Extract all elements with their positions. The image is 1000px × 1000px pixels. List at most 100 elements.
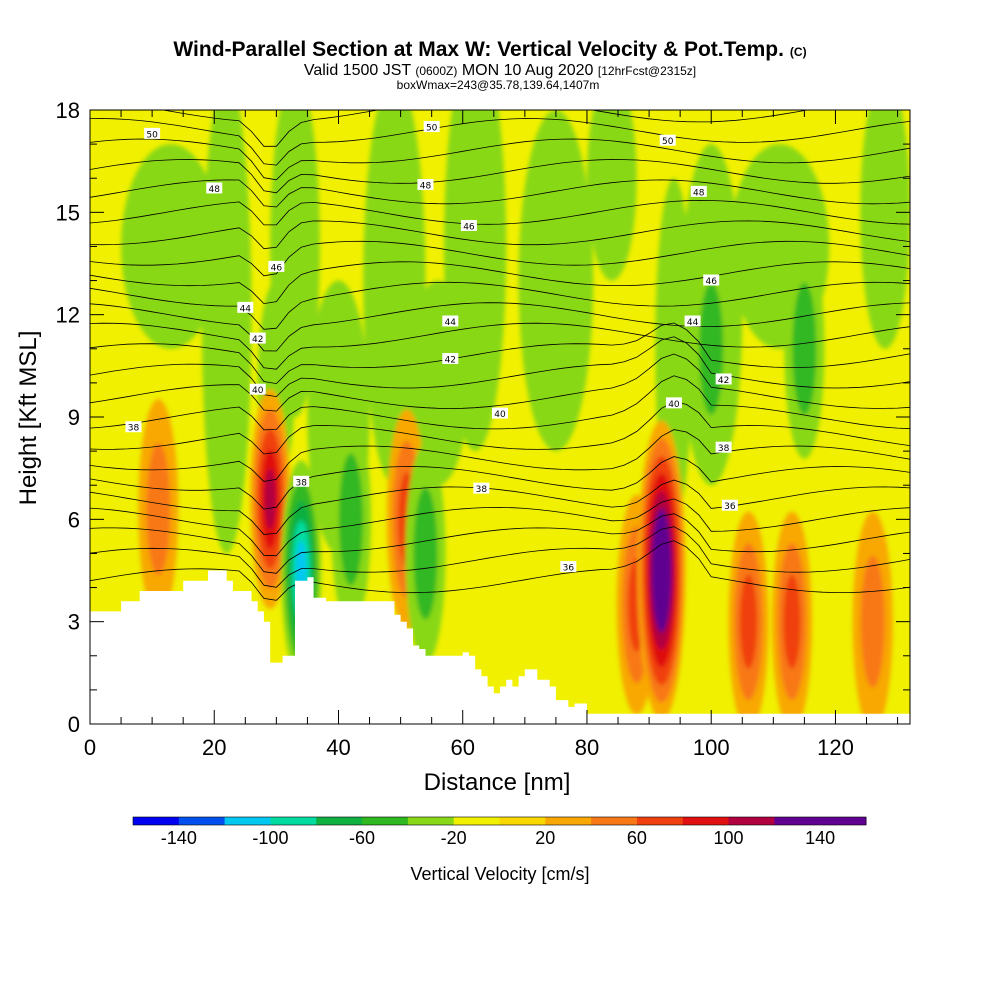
colorbar-swatch (591, 817, 638, 825)
y-tick-label: 9 (68, 405, 80, 430)
contour-label: 36 (721, 499, 738, 512)
theta-contour-line (90, 322, 910, 385)
colorbar-swatch (636, 817, 684, 825)
contour-label-text: 44 (687, 318, 699, 328)
contour-label: 46 (460, 219, 477, 232)
colorbar-swatch (545, 817, 592, 825)
colorbar-swatch (774, 817, 821, 825)
chart-title: Wind-Parallel Section at Max W: Vertical… (173, 38, 806, 61)
colorbar-tick-label: 100 (714, 828, 744, 848)
contour-label: 42 (715, 373, 732, 386)
x-tick-label: 20 (202, 735, 226, 760)
updraft-core (739, 574, 758, 669)
downdraft-core (413, 487, 438, 620)
theta-contour-line (90, 281, 910, 330)
contour-label: 40 (492, 407, 508, 420)
contour-label: 40 (665, 397, 682, 410)
y-tick-label: 12 (56, 303, 80, 328)
colorbar-tick-label: -60 (349, 828, 375, 848)
contour-label-text: 38 (476, 485, 488, 495)
updraft-core (146, 443, 171, 576)
colorbar-swatch (270, 817, 317, 825)
updraft-core (657, 544, 666, 597)
theta-contour-line (90, 526, 910, 588)
theta-contours: 50 50 50 48 48 48 46 46 46 44 44 44 42 42 42 40 40 40 38 38… (90, 110, 910, 601)
contour-label-text: 48 (209, 185, 221, 195)
contour-label-text: 46 (705, 277, 717, 287)
colorbar-swatch (133, 817, 180, 825)
contour-label-text: 44 (240, 304, 252, 314)
contour-label: 48 (206, 182, 223, 195)
colorbar-swatch (820, 817, 867, 825)
contour-label-text: 46 (271, 263, 283, 273)
contour-label: 36 (560, 561, 577, 574)
theta-contour-line (90, 322, 910, 370)
contour-label: 38 (125, 421, 142, 434)
weak-downdraft-region (201, 110, 252, 554)
weak-downdraft-region (586, 110, 637, 281)
theta-contour-line (90, 336, 910, 398)
contour-label-text: 50 (426, 124, 438, 134)
colorbar-tick-label: 20 (535, 828, 555, 848)
colorbar-frame (132, 816, 867, 826)
contour-label: 42 (249, 332, 266, 345)
theta-contour-line (90, 220, 910, 250)
theta-contour-line (90, 199, 910, 226)
colorbar-swatch (499, 817, 546, 825)
contour-label-text: 42 (718, 376, 729, 386)
colorbar-tick-label: -100 (252, 828, 288, 848)
contour-label: 44 (237, 301, 254, 314)
downdraft-core (338, 453, 363, 586)
theta-contour-line (90, 429, 910, 482)
theta-contour-line (90, 479, 910, 535)
x-tick-label: 40 (326, 735, 350, 760)
contour-label: 50 (659, 134, 676, 147)
colorbar-tick-label: -20 (441, 828, 467, 848)
colorbar-swatch (362, 817, 409, 825)
plot-area: 50 50 50 48 48 48 46 46 46 44 44 44 42 42 42 40 40 40 38 38… (90, 110, 910, 724)
theta-contour-line (90, 179, 910, 208)
y-tick-label: 0 (68, 712, 80, 737)
theta-contour-line (90, 159, 910, 194)
colorbar-swatch (178, 817, 226, 825)
colorbar-label: Vertical Velocity [cm/s] (410, 864, 589, 884)
theta-contour-line (90, 240, 910, 277)
contour-label-text: 42 (252, 335, 263, 345)
contour-label: 44 (684, 315, 701, 328)
theta-contour-line (90, 118, 910, 166)
theta-contour-line (90, 138, 910, 181)
y-tick-label: 18 (56, 98, 80, 123)
contour-label-text: 42 (445, 356, 456, 366)
contour-label-text: 50 (662, 137, 674, 147)
theta-contour-line (90, 498, 910, 557)
x-tick-label: 60 (450, 735, 474, 760)
theta-contour-line (90, 513, 910, 574)
y-tick-label: 15 (56, 200, 80, 225)
colorbar-swatch (453, 817, 500, 825)
contour-label: 50 (423, 121, 440, 134)
y-tick-label: 3 (68, 610, 80, 635)
x-tick-label: 0 (84, 735, 96, 760)
contour-label-text: 40 (494, 410, 506, 420)
contour-label-text: 48 (693, 188, 705, 198)
contour-label: 46 (703, 274, 720, 287)
x-axis-label: Distance [nm] (424, 769, 571, 796)
contour-label-text: 38 (295, 478, 307, 488)
y-axis-label: Height [Kft MSL] (15, 331, 42, 506)
contour-label-text: 44 (445, 318, 457, 328)
contour-label-text: 48 (420, 182, 432, 192)
x-tick-label: 100 (693, 735, 730, 760)
updraft-core (264, 468, 276, 529)
contour-label: 38 (293, 475, 310, 488)
contour-label-text: 36 (563, 564, 575, 574)
contour-label: 42 (442, 353, 459, 366)
contour-label-text: 36 (724, 502, 736, 512)
colorbar-tick-label: -140 (161, 828, 197, 848)
theta-contour-line (90, 261, 910, 305)
weak-downdraft-region (406, 280, 469, 486)
x-tick-label: 120 (817, 735, 854, 760)
colorbar-swatch (728, 817, 775, 825)
weak-downdraft-region (860, 110, 910, 349)
contour-label-text: 38 (718, 444, 730, 454)
chart-subtitle-2: boxWmax=243@35.78,139.64,1407m (397, 78, 600, 92)
